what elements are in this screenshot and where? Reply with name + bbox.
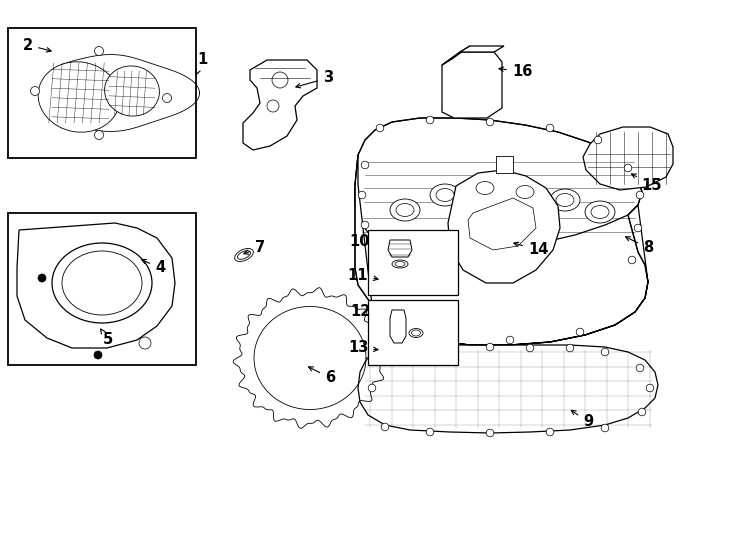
Text: 5: 5 <box>101 329 113 348</box>
Ellipse shape <box>38 62 120 132</box>
Polygon shape <box>358 345 658 433</box>
Circle shape <box>139 337 151 349</box>
Circle shape <box>361 161 368 169</box>
Circle shape <box>566 344 574 352</box>
Text: 3: 3 <box>296 71 333 88</box>
Ellipse shape <box>235 248 253 261</box>
Ellipse shape <box>591 206 609 219</box>
Text: 12: 12 <box>350 305 370 320</box>
Text: 1: 1 <box>196 52 207 75</box>
Circle shape <box>368 306 376 314</box>
Ellipse shape <box>436 188 454 201</box>
Circle shape <box>267 100 279 112</box>
Ellipse shape <box>585 201 615 223</box>
Circle shape <box>426 116 434 124</box>
Circle shape <box>94 351 102 359</box>
Circle shape <box>628 256 636 264</box>
Polygon shape <box>17 223 175 348</box>
Circle shape <box>446 343 454 351</box>
Circle shape <box>396 326 404 334</box>
Circle shape <box>646 384 654 392</box>
Polygon shape <box>496 156 513 173</box>
Bar <box>368 230 458 295</box>
Ellipse shape <box>104 66 159 116</box>
Circle shape <box>486 343 494 351</box>
Ellipse shape <box>238 251 250 259</box>
Circle shape <box>426 428 434 436</box>
Polygon shape <box>355 118 642 250</box>
Circle shape <box>272 72 288 88</box>
Text: 13: 13 <box>348 341 378 355</box>
Ellipse shape <box>510 181 540 203</box>
Circle shape <box>526 344 534 352</box>
Circle shape <box>636 191 644 199</box>
Circle shape <box>38 274 46 282</box>
Ellipse shape <box>516 186 534 199</box>
Polygon shape <box>448 170 560 283</box>
Text: 10: 10 <box>349 234 370 249</box>
Circle shape <box>486 429 494 437</box>
Circle shape <box>162 93 172 103</box>
Circle shape <box>95 131 103 139</box>
Text: 2: 2 <box>23 37 51 52</box>
Text: 16: 16 <box>499 64 532 79</box>
Circle shape <box>381 423 389 431</box>
Ellipse shape <box>52 243 152 323</box>
Text: 8: 8 <box>625 237 653 255</box>
Circle shape <box>634 224 642 232</box>
Circle shape <box>406 343 414 351</box>
Circle shape <box>576 328 584 336</box>
Polygon shape <box>243 60 317 150</box>
Circle shape <box>638 408 646 416</box>
Text: 9: 9 <box>571 410 593 429</box>
Circle shape <box>377 124 384 132</box>
Circle shape <box>624 164 632 172</box>
Polygon shape <box>442 46 470 65</box>
Bar <box>8 213 196 365</box>
Circle shape <box>368 384 376 392</box>
Ellipse shape <box>390 199 420 221</box>
Ellipse shape <box>430 184 460 206</box>
Ellipse shape <box>470 177 500 199</box>
Polygon shape <box>583 127 673 190</box>
Ellipse shape <box>556 193 574 206</box>
Ellipse shape <box>395 261 405 267</box>
Circle shape <box>595 136 602 144</box>
Ellipse shape <box>392 260 408 268</box>
Polygon shape <box>460 46 504 52</box>
Circle shape <box>636 364 644 372</box>
Text: 11: 11 <box>348 267 378 282</box>
Text: 6: 6 <box>308 367 335 386</box>
Circle shape <box>546 124 553 132</box>
Circle shape <box>601 348 608 356</box>
Circle shape <box>546 428 553 436</box>
Text: 4: 4 <box>142 260 165 275</box>
Bar <box>368 300 458 365</box>
Circle shape <box>446 336 454 344</box>
Polygon shape <box>468 198 536 250</box>
Ellipse shape <box>62 251 142 315</box>
Circle shape <box>31 86 40 96</box>
Polygon shape <box>388 240 412 257</box>
Polygon shape <box>355 155 648 345</box>
Circle shape <box>377 354 384 362</box>
Circle shape <box>361 221 368 229</box>
Circle shape <box>486 118 494 126</box>
Ellipse shape <box>476 181 494 194</box>
Circle shape <box>95 46 103 56</box>
Ellipse shape <box>409 328 423 338</box>
Ellipse shape <box>396 204 414 217</box>
Ellipse shape <box>412 330 421 336</box>
Circle shape <box>601 424 608 432</box>
Polygon shape <box>442 52 502 118</box>
Text: 7: 7 <box>244 240 265 255</box>
Polygon shape <box>390 310 406 343</box>
Text: 15: 15 <box>631 174 662 192</box>
Text: 14: 14 <box>514 242 548 258</box>
Bar <box>8 28 196 158</box>
Circle shape <box>506 336 514 344</box>
Circle shape <box>358 191 366 199</box>
Ellipse shape <box>550 189 580 211</box>
